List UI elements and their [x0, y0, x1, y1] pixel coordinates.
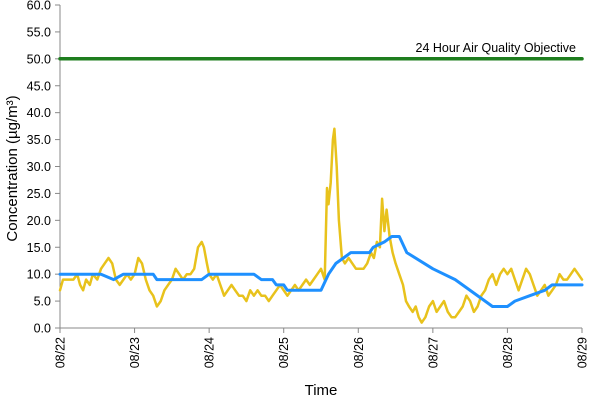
y-tick-label: 0.0 — [34, 322, 51, 336]
y-tick-label: 40.0 — [27, 106, 51, 120]
series-group — [58, 57, 584, 324]
y-tick-label: 50.0 — [27, 52, 51, 66]
x-tick-label: 08/24 — [203, 337, 217, 368]
y-tick-label: 15.0 — [27, 241, 51, 255]
y-tick-label: 20.0 — [27, 214, 51, 228]
hourly-series-line — [58, 127, 584, 324]
x-tick-label: 08/26 — [352, 337, 366, 368]
y-tick-label: 45.0 — [27, 79, 51, 93]
y-tick-label: 35.0 — [27, 133, 51, 147]
y-axis-title: Concentration (µg/m³) — [4, 95, 21, 241]
y-tick-label: 60.0 — [27, 0, 51, 13]
y-tick-label: 55.0 — [27, 25, 51, 39]
axes: 0.0 5.0 10.0 15.0 20.0 25.0 30.0 35.0 40.0 45.0 50… — [27, 0, 590, 368]
x-axis-title: Time — [305, 382, 338, 399]
x-tick-label: 08/29 — [576, 337, 590, 368]
objective-annotation: 24 Hour Air Quality Objective — [416, 41, 577, 55]
y-tick-label: 30.0 — [27, 160, 51, 174]
y-tick-label: 5.0 — [34, 295, 51, 309]
x-tick-label: 08/22 — [54, 337, 68, 368]
x-tick-label: 08/23 — [128, 337, 142, 368]
y-tick-label: 25.0 — [27, 187, 51, 201]
x-tick-label: 08/25 — [277, 337, 291, 368]
running-mean-series-line — [58, 235, 584, 308]
x-tick-label: 08/27 — [426, 337, 440, 368]
x-tick-label: 08/28 — [501, 337, 515, 368]
y-tick-label: 10.0 — [27, 268, 51, 282]
